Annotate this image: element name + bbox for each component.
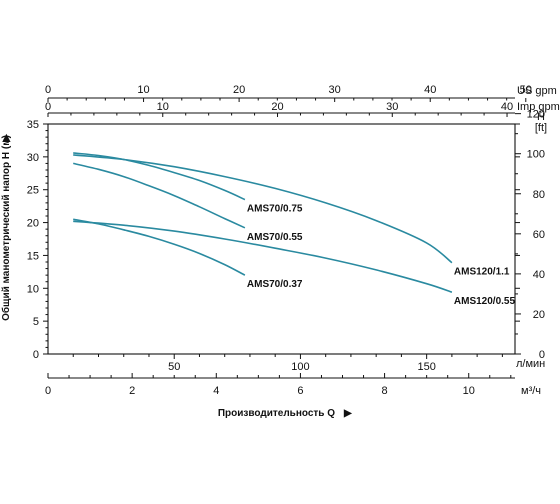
curve-ams120-0-55 xyxy=(73,220,453,293)
y-tick-label-m: 20 xyxy=(27,218,39,230)
x-axis-title: Производительность Q xyxy=(218,408,335,419)
series-label-ams120-0-55: AMS120/0.55 xyxy=(454,296,516,307)
curves-layer xyxy=(73,152,453,293)
x-tick-label-m3h: 10 xyxy=(463,385,475,397)
unit-imp-gpm: Imp gpm xyxy=(517,101,560,113)
y-tick-label-m: 30 xyxy=(27,152,39,164)
x-tick-label-imp-gpm: 10 xyxy=(157,101,169,113)
x-tick-label-imp-gpm: 30 xyxy=(386,101,398,113)
x-tick-label-imp-gpm: 40 xyxy=(501,101,513,113)
y-tick-label-m: 5 xyxy=(33,316,39,328)
y-axis-title: Общий манометрический напор H (м) xyxy=(0,135,12,321)
series-label-ams70-0-37: AMS70/0.37 xyxy=(247,279,303,290)
y-tick-label-ft: 40 xyxy=(533,269,545,281)
x-axis-arrow: ▶ xyxy=(343,408,353,419)
unit-ft-bracket: [ft] xyxy=(535,122,547,134)
y-tick-label-m: 10 xyxy=(27,283,39,295)
x-tick-label-m3h: 6 xyxy=(297,385,303,397)
plot-border xyxy=(47,123,516,355)
x-tick-label-imp-gpm: 20 xyxy=(271,101,283,113)
y-tick-label-ft: 20 xyxy=(533,309,545,321)
curve-ams120-1-1 xyxy=(73,154,453,264)
x-tick-label-m3h: 8 xyxy=(382,385,388,397)
y-tick-label-m: 15 xyxy=(27,250,39,262)
plot-frame xyxy=(47,123,516,355)
x-tick-label-m3h: 0 xyxy=(45,385,51,397)
x-tick-label-us-gpm: 30 xyxy=(329,84,341,96)
x-tick-label-us-gpm: 40 xyxy=(424,84,436,96)
x-tick-label-m3h: 2 xyxy=(129,385,135,397)
y-tick-label-ft: 0 xyxy=(539,349,545,361)
x-tick-label-imp-gpm: 0 xyxy=(45,101,51,113)
x-tick-label-lpm: 150 xyxy=(417,361,435,373)
y-tick-label-m: 35 xyxy=(27,119,39,131)
y-tick-label-ft: 100 xyxy=(527,149,545,161)
x-tick-label-m3h: 4 xyxy=(213,385,219,397)
unit-us-gpm: US gpm xyxy=(517,85,557,97)
unit-m3h: м³/ч xyxy=(521,385,541,397)
y-tick-label-ft: 80 xyxy=(533,189,545,201)
x-tick-label-us-gpm: 50 xyxy=(520,84,532,96)
labels-layer: AMS70/0.75 AMS70/0.55 AMS70/0.37 AMS120/1.1… xyxy=(247,204,516,308)
curve-ams70-0-75 xyxy=(73,152,246,201)
y-tick-label-m: 0 xyxy=(33,349,39,361)
x-tick-label-us-gpm: 0 xyxy=(45,84,51,96)
curve-ams70-0-55 xyxy=(73,162,246,229)
x-tick-label-us-gpm: 20 xyxy=(233,84,245,96)
y-axis-arrow: ▶ xyxy=(1,133,12,143)
x-tick-label-us-gpm: 10 xyxy=(137,84,149,96)
x-tick-label-lpm: 100 xyxy=(291,361,309,373)
unit-lpm: л/мин xyxy=(516,358,545,370)
x-tick-label-lpm: 50 xyxy=(168,361,180,373)
unit-ft-h: H xyxy=(537,111,545,123)
series-label-ams70-0-55: AMS70/0.55 xyxy=(247,232,303,243)
y-tick-label-ft: 120 xyxy=(527,109,545,121)
y-tick-label-ft: 60 xyxy=(533,229,545,241)
y-tick-label-m: 25 xyxy=(27,185,39,197)
curve-ams70-0-37 xyxy=(73,218,246,276)
series-label-ams120-1-1: AMS120/1.1 xyxy=(454,267,510,278)
series-label-ams70-0-75: AMS70/0.75 xyxy=(247,204,303,215)
